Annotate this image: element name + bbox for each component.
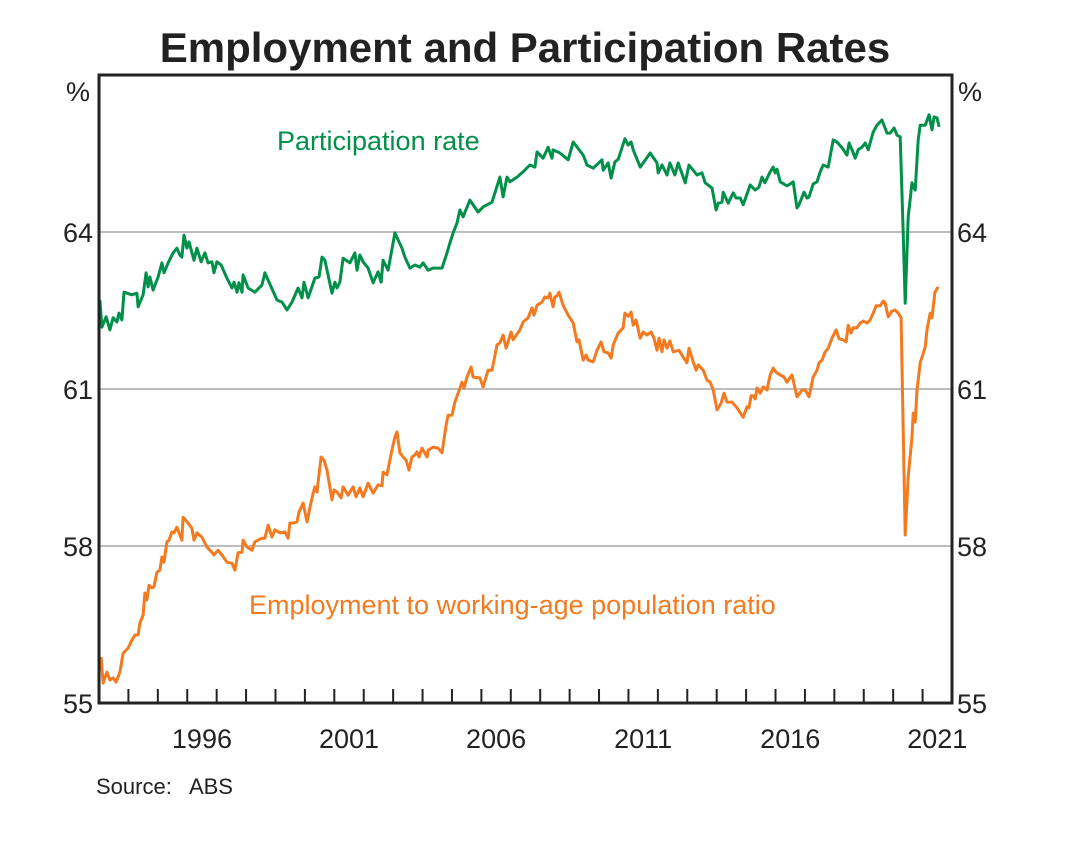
series-line-participation: [98, 113, 941, 332]
y-tick-label-right-64: 64: [957, 218, 987, 248]
y-tick-label-right-58: 58: [957, 532, 987, 562]
y-unit-right: %: [958, 77, 982, 107]
series-label-employment: Employment to working-age population rat…: [249, 590, 776, 620]
y-tick-label-left-58: 58: [63, 532, 93, 562]
y-tick-label-right-55: 55: [957, 689, 987, 719]
x-tick-label-2016: 2016: [760, 724, 820, 754]
y-tick-label-left-64: 64: [63, 218, 93, 248]
y-unit-left: %: [66, 77, 90, 107]
series-line-employment: [99, 286, 940, 685]
source-note: Source: ABS: [96, 774, 233, 799]
x-axis-ticks: [127, 689, 924, 703]
y-tick-labels: 55 55 58 58 61 61 64 64: [63, 218, 987, 719]
x-tick-label-2006: 2006: [466, 724, 526, 754]
x-tick-label-2021: 2021: [907, 724, 967, 754]
x-tick-label-2011: 2011: [614, 724, 672, 754]
x-tick-labels: 1996 2001 2006 2011 2016 2021: [172, 724, 967, 754]
y-tick-label-left-55: 55: [63, 689, 93, 719]
plot-border: [97, 73, 954, 705]
x-tick-label-2001: 2001: [319, 724, 379, 754]
y-tick-label-right-61: 61: [957, 375, 987, 405]
plot-frame: [97, 73, 954, 705]
series-lines: [98, 113, 941, 685]
y-tick-label-left-61: 61: [63, 375, 93, 405]
series-label-participation: Participation rate: [277, 126, 480, 156]
x-tick-label-1996: 1996: [172, 724, 232, 754]
chart-title: Employment and Participation Rates: [160, 24, 891, 71]
